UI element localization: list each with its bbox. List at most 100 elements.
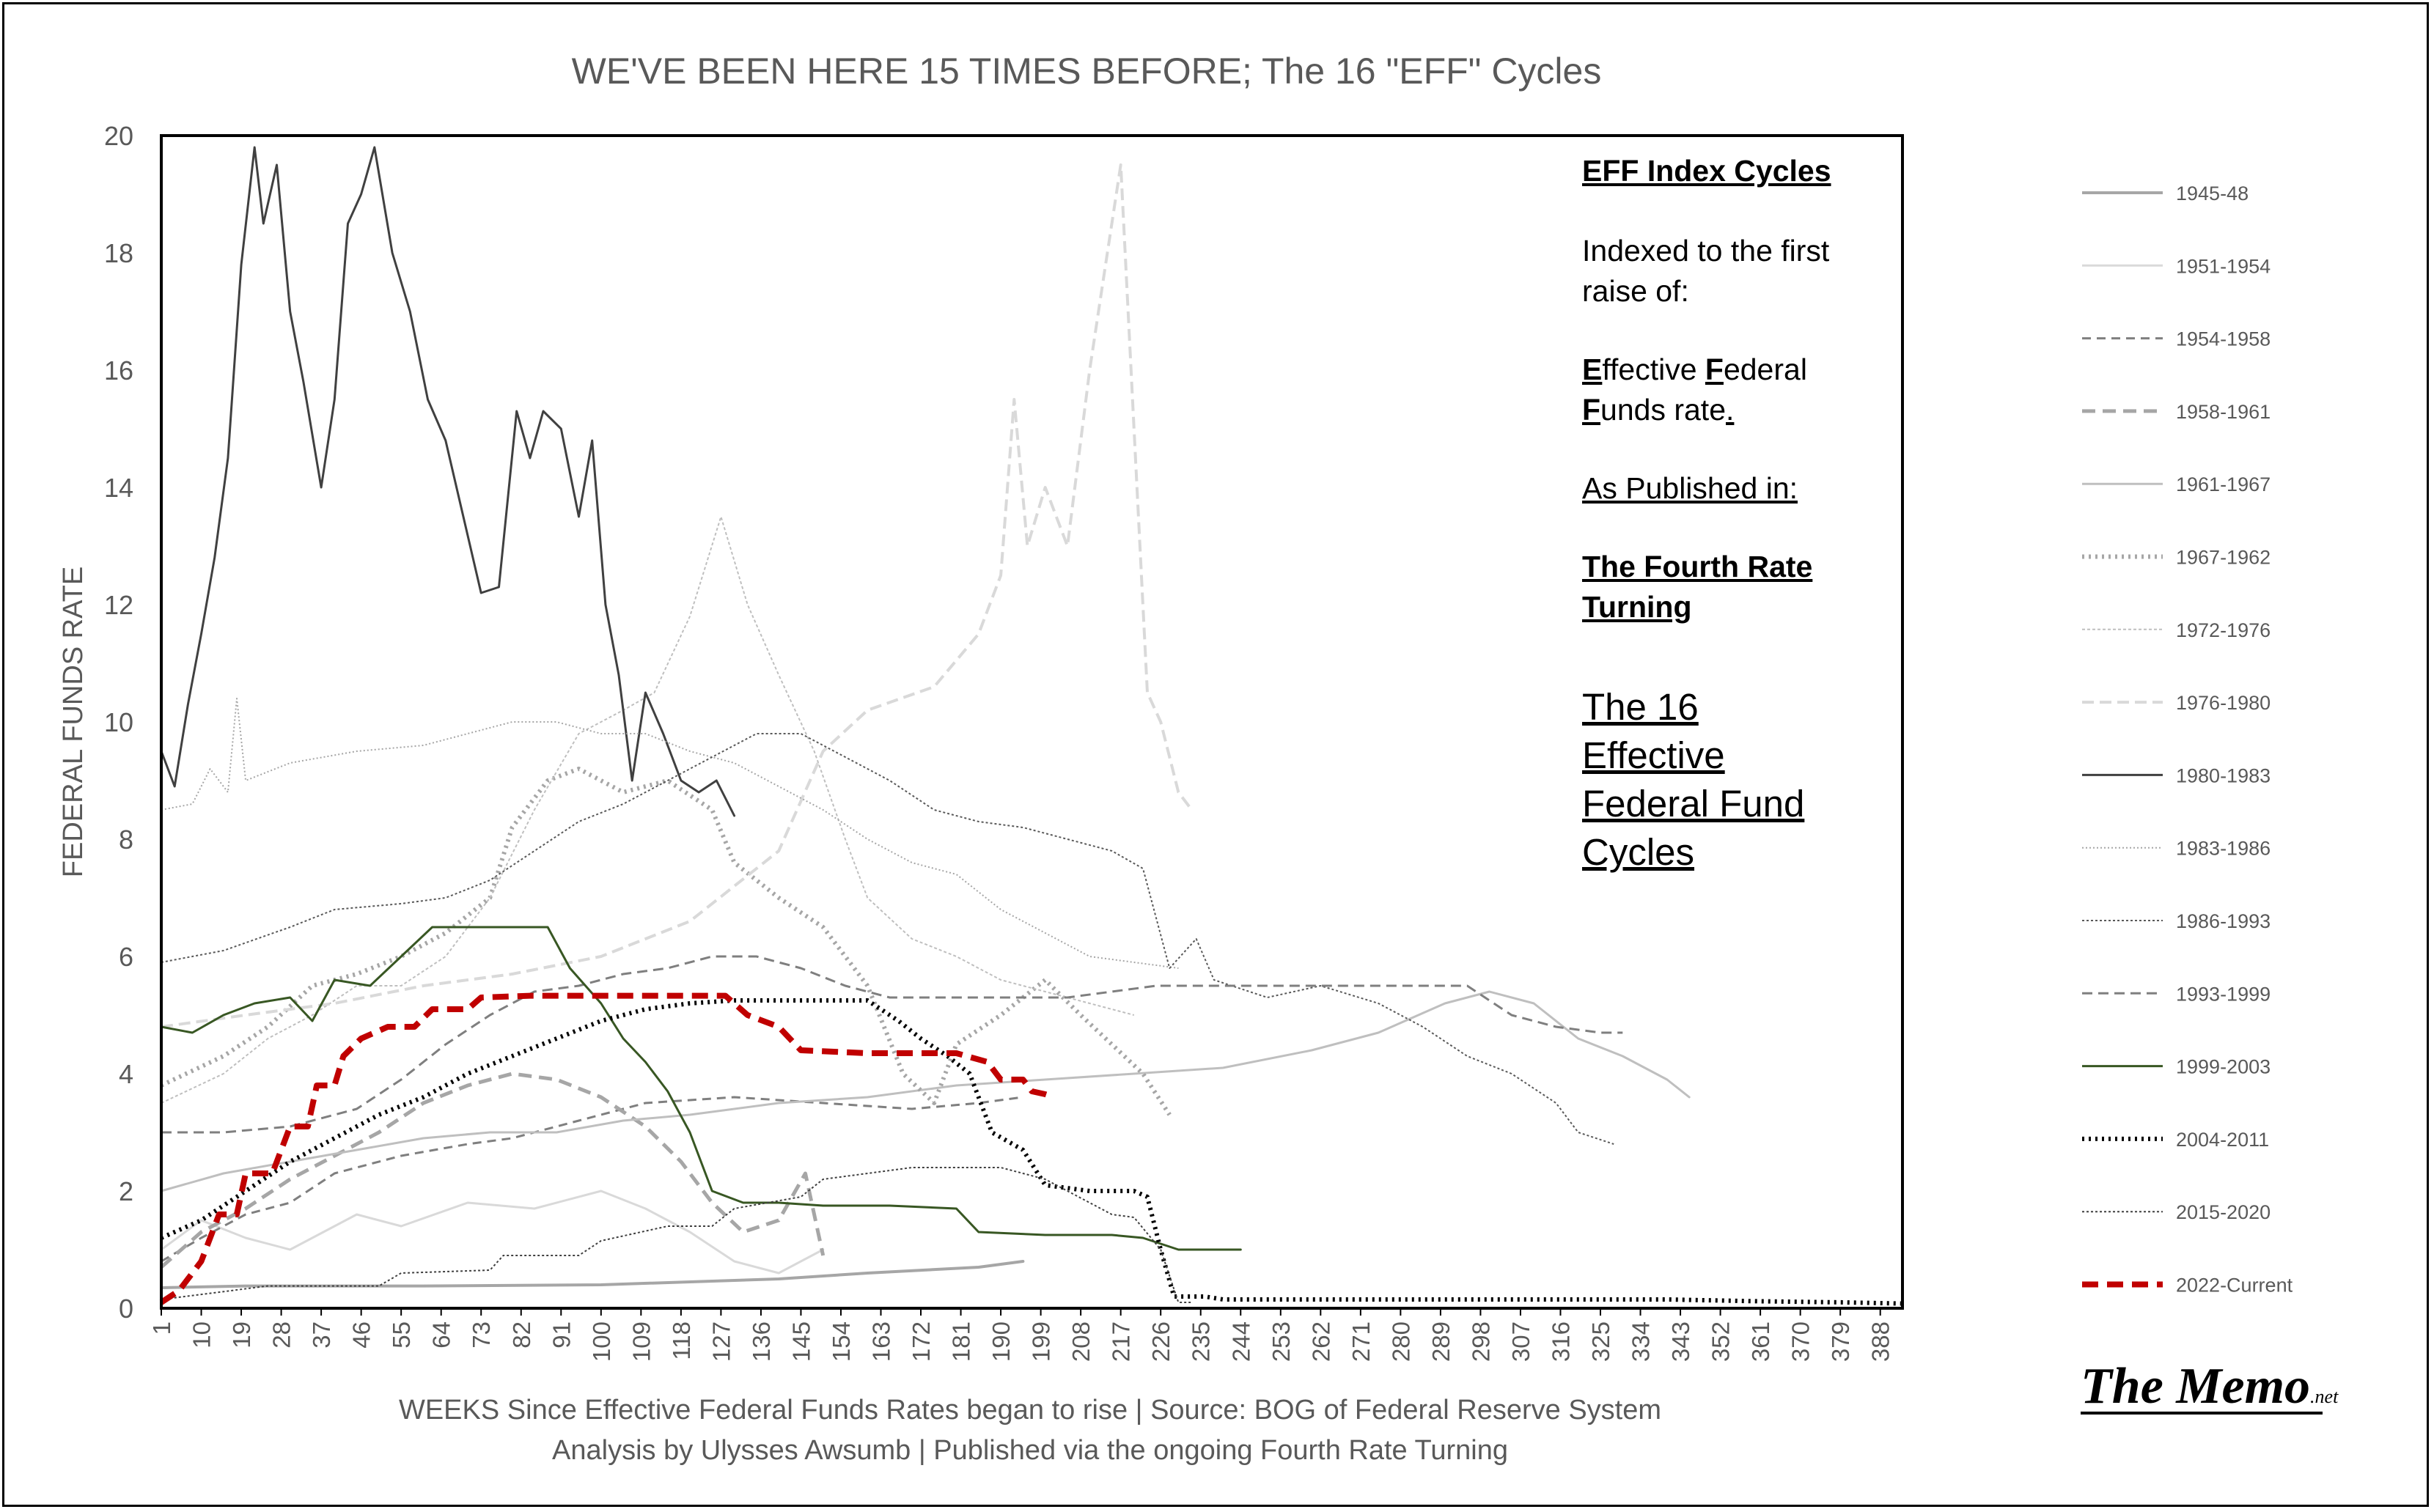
- x-tick-label: 145: [787, 1321, 815, 1362]
- legend-label: 1945-48: [2176, 182, 2249, 204]
- legend-label: 1958-1961: [2176, 401, 2271, 423]
- x-tick-label: 217: [1108, 1321, 1135, 1362]
- notes-indexed-line-2: raise of:: [1582, 274, 1689, 308]
- notes-eff-line-1: Effective Federal: [1582, 353, 1807, 386]
- x-tick-label: 100: [588, 1321, 615, 1362]
- y-tick-label: 4: [119, 1059, 133, 1089]
- legend-label: 1980-1983: [2176, 764, 2271, 786]
- notes-indexed-line-1: Indexed to the first: [1582, 234, 1830, 268]
- legend-label: 1983-1986: [2176, 838, 2271, 860]
- notes-book-line-1: The Fourth Rate: [1582, 550, 1813, 583]
- legend-label: 1961-1967: [2176, 473, 2271, 495]
- series-line-1951-1954: [160, 1190, 825, 1275]
- y-tick-label: 14: [104, 473, 133, 503]
- x-tick-label: 127: [707, 1321, 735, 1362]
- x-tick-label: 280: [1387, 1321, 1414, 1362]
- y-tick-label: 12: [104, 590, 133, 620]
- legend-label: 2015-2020: [2176, 1201, 2271, 1223]
- y-tick-label: 2: [119, 1176, 133, 1206]
- x-tick-label: 55: [388, 1321, 415, 1349]
- series-line-1954-1958: [161, 1096, 1023, 1263]
- x-tick-label: 298: [1467, 1321, 1494, 1362]
- x-tick-label: 19: [228, 1321, 255, 1349]
- x-tick-label: 208: [1067, 1321, 1095, 1362]
- notes-published-in: As Published in:: [1582, 471, 1798, 505]
- series-line-1986-1993: [161, 733, 1614, 1145]
- series-line-1967-1962: [160, 767, 1172, 1116]
- x-tick-label: 109: [628, 1321, 655, 1362]
- x-axis-label-line-1: WEEKS Since Effective Federal Funds Rate…: [399, 1395, 1661, 1426]
- logo-underline: [2081, 1412, 2323, 1415]
- x-tick-label: 343: [1667, 1321, 1694, 1362]
- x-tick-label: 64: [428, 1321, 455, 1349]
- notes-big-line-4: Cycles: [1582, 831, 1695, 873]
- legend-label: 1999-2003: [2176, 1056, 2271, 1078]
- legend-label: 2004-2011: [2176, 1129, 2269, 1151]
- x-tick-label: 37: [308, 1321, 335, 1349]
- x-tick-label: 388: [1867, 1321, 1894, 1362]
- x-tick-label: 379: [1827, 1321, 1854, 1362]
- x-tick-label: 199: [1028, 1321, 1055, 1362]
- x-tick-label: 361: [1747, 1321, 1774, 1362]
- legend-label: 1993-1999: [2176, 983, 2271, 1005]
- x-tick-label: 262: [1307, 1321, 1334, 1362]
- x-axis-ticks: 1 10 19 28 37 46 55 64 73 82 91 100 109 118 127 136 145 1…: [148, 1308, 1894, 1362]
- series-line-1976-1980: [161, 163, 1194, 1028]
- x-tick-label: 352: [1707, 1321, 1735, 1362]
- y-tick-label: 0: [119, 1294, 133, 1324]
- plot-lines: [159, 146, 1903, 1306]
- x-tick-label: 325: [1587, 1321, 1614, 1362]
- x-tick-label: 244: [1227, 1321, 1254, 1362]
- x-tick-label: 172: [908, 1321, 935, 1362]
- legend: 1945-48 1951-1954 1954-1958 1958-1961 1961-1…: [2082, 182, 2293, 1297]
- legend-label: 1986-1993: [2176, 910, 2271, 932]
- notes-big-line-1: The 16: [1582, 686, 1699, 728]
- series-line-1945-48: [160, 1260, 1025, 1289]
- x-tick-label: 289: [1427, 1321, 1455, 1362]
- y-axis-label: FEDERAL FUNDS RATE: [58, 567, 89, 877]
- series-line-1983-1986: [161, 698, 1179, 969]
- notes-big-line-2: Effective: [1582, 734, 1725, 776]
- series-line-1980-1983: [160, 146, 736, 817]
- x-tick-label: 10: [188, 1321, 216, 1349]
- x-tick-label: 334: [1628, 1321, 1655, 1362]
- legend-label: 2022-Current: [2176, 1275, 2293, 1297]
- the-memo-logo: The Memo.net: [2081, 1358, 2339, 1415]
- series-line-1999-2003: [160, 926, 1242, 1251]
- series-line-1961-1967: [160, 990, 1691, 1192]
- x-tick-label: 91: [548, 1321, 575, 1349]
- notes-book-line-2: Turning: [1582, 590, 1692, 624]
- legend-label: 1967-1962: [2176, 547, 2271, 569]
- x-tick-label: 1: [148, 1321, 175, 1335]
- x-tick-label: 226: [1147, 1321, 1174, 1362]
- y-tick-label: 16: [104, 355, 133, 386]
- series-line-1993-1999: [161, 955, 1623, 1134]
- y-tick-label: 8: [119, 825, 133, 855]
- notes-eff-line-2: Funds rate.: [1582, 393, 1735, 427]
- x-tick-label: 73: [468, 1321, 495, 1349]
- x-tick-label: 253: [1268, 1321, 1295, 1362]
- y-axis-ticks: 0 2 4 6 8 10 12 14 16 18 20: [104, 121, 133, 1324]
- y-tick-label: 10: [104, 707, 133, 737]
- chart-title: WE'VE BEEN HERE 15 TIMES BEFORE; The 16 …: [572, 51, 1602, 92]
- plot-area-border: [160, 134, 1904, 1310]
- x-tick-label: 136: [748, 1321, 775, 1362]
- legend-label: 1972-1976: [2176, 619, 2271, 641]
- series-line-2004-2011: [160, 998, 1903, 1306]
- series-line-2022-Current: [159, 992, 1056, 1305]
- notes-big-line-3: Federal Fund: [1582, 783, 1805, 825]
- x-tick-label: 307: [1507, 1321, 1534, 1362]
- y-tick-label: 6: [119, 942, 133, 972]
- x-tick-label: 235: [1188, 1321, 1215, 1362]
- x-tick-label: 190: [988, 1321, 1015, 1362]
- x-tick-label: 316: [1547, 1321, 1574, 1362]
- x-tick-label: 28: [268, 1321, 295, 1349]
- annotation-panel: EFF Index Cycles Indexed to the first ra…: [1582, 154, 1890, 877]
- x-tick-label: 271: [1347, 1321, 1375, 1362]
- x-tick-label: 118: [668, 1321, 695, 1360]
- x-tick-label: 154: [828, 1321, 855, 1362]
- series-line-2015-2020: [161, 1167, 1192, 1303]
- x-tick-label: 181: [948, 1321, 975, 1362]
